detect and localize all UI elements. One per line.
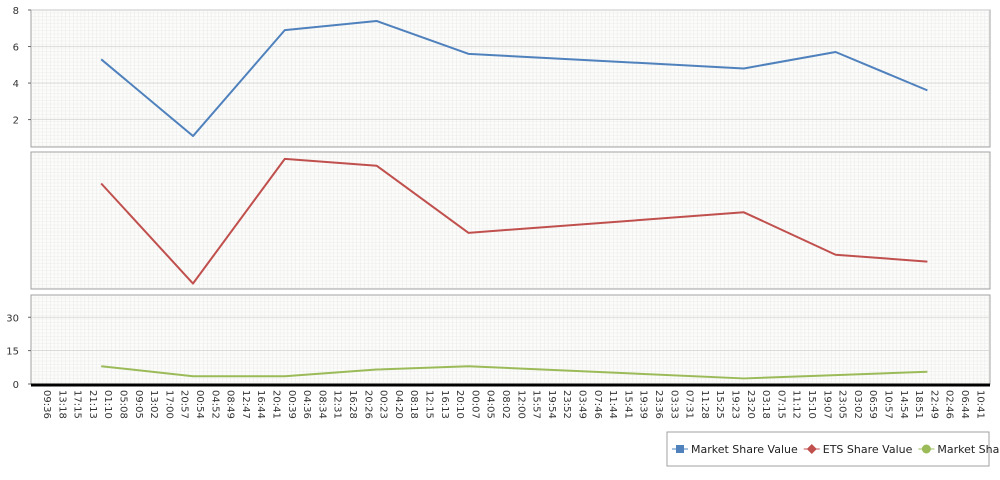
x-tick-label: 20:26 xyxy=(362,390,373,419)
x-tick-label: 19:39 xyxy=(638,390,649,419)
x-tick-label: 11:28 xyxy=(699,390,710,419)
x-tick-label: 10:41 xyxy=(974,390,985,419)
x-tick-label: 12:47 xyxy=(240,390,251,419)
x-tick-label: 08:34 xyxy=(316,390,327,419)
pane-grid xyxy=(32,153,989,289)
x-tick-label: 00:39 xyxy=(286,390,297,419)
x-tick-label: 22:49 xyxy=(928,390,939,419)
x-tick-label: 11:12 xyxy=(791,390,802,419)
x-tick-label: 21:13 xyxy=(87,390,98,419)
y-tick-label: 2 xyxy=(13,116,19,127)
y-tick-label: 15 xyxy=(6,347,19,358)
legend-marker-diamond xyxy=(806,444,817,454)
x-tick-label: 05:08 xyxy=(118,390,129,419)
x-tick-label: 04:36 xyxy=(301,390,312,419)
x-tick-label: 19:07 xyxy=(821,390,832,419)
x-tick-label: 03:33 xyxy=(668,390,679,419)
legend-marker-square xyxy=(676,445,684,453)
series-line-ets-share-value xyxy=(100,157,928,285)
x-tick-label: 23:20 xyxy=(745,390,756,419)
x-tick-label: 20:10 xyxy=(454,390,465,419)
x-tick-label: 15:10 xyxy=(806,390,817,419)
y-tick-label: 0 xyxy=(13,380,19,391)
x-tick-label: 04:20 xyxy=(393,390,404,419)
x-tick-label: 17:00 xyxy=(163,390,174,419)
x-tick-label: 20:57 xyxy=(179,390,190,419)
x-tick-label: 00:07 xyxy=(469,390,480,419)
legend-label: Market Share xyxy=(937,443,1000,456)
x-tick-label: 16:28 xyxy=(347,390,358,419)
x-tick-label: 07:31 xyxy=(684,390,695,419)
series-line-market-share xyxy=(101,365,928,380)
x-tick-label: 16:44 xyxy=(255,390,266,419)
x-tick-label: 14:54 xyxy=(898,390,909,419)
x-tick-label: 00:54 xyxy=(194,390,205,419)
x-tick-label: 12:15 xyxy=(424,390,435,419)
x-tick-label: 06:59 xyxy=(867,390,878,419)
pane-background xyxy=(30,294,991,385)
y-tick-label: 6 xyxy=(13,43,19,54)
x-axis-labels: 09:36 13:18 17:15 21:13 01:10 05:08 09:05 13:02… xyxy=(41,390,985,419)
x-tick-label: 10:57 xyxy=(883,390,894,419)
pane-grid xyxy=(31,296,990,385)
legend: Market Share Value ETS Share Value Market … xyxy=(666,431,1000,467)
x-tick-label: 04:52 xyxy=(209,390,220,419)
legend-box xyxy=(666,431,990,467)
x-tick-label: 03:18 xyxy=(760,390,771,419)
x-tick-label: 15:41 xyxy=(622,390,633,419)
legend-marker-circle xyxy=(921,444,931,454)
x-tick-label: 04:05 xyxy=(485,390,496,419)
x-tick-label: 18:51 xyxy=(913,390,924,419)
x-tick-label: 08:02 xyxy=(500,390,511,419)
x-tick-label: 03:49 xyxy=(577,390,588,419)
x-tick-label: 11:44 xyxy=(607,390,618,419)
x-tick-label: 15:25 xyxy=(714,390,725,419)
x-tick-label: 09:36 xyxy=(41,390,52,419)
x-tick-label: 23:52 xyxy=(561,390,572,419)
x-tick-label: 03:02 xyxy=(852,390,863,419)
x-tick-label: 17:15 xyxy=(72,390,83,419)
chart-pane-2 xyxy=(30,151,991,290)
x-tick-label: 13:18 xyxy=(56,390,67,419)
x-tick-label: 15:57 xyxy=(531,390,542,419)
series-line-market-share-value xyxy=(100,19,928,138)
pane-background xyxy=(30,9,991,148)
x-tick-label: 06:44 xyxy=(959,390,970,419)
x-tick-label: 07:46 xyxy=(592,390,603,419)
x-tick-label: 23:05 xyxy=(837,390,848,419)
y-tick-label: 30 xyxy=(6,313,19,324)
legend-label: ETS Share Value xyxy=(823,443,913,456)
chart-pane-3: 0 15 30 xyxy=(6,294,991,391)
y-tick-label: 8 xyxy=(13,6,19,17)
x-tick-label: 07:15 xyxy=(775,390,786,419)
y-tick-label: 4 xyxy=(13,79,19,90)
x-tick-label: 09:05 xyxy=(133,390,144,419)
x-tick-label: 01:10 xyxy=(102,390,113,419)
x-tick-label: 00:23 xyxy=(378,390,389,419)
x-tick-label: 19:23 xyxy=(730,390,741,419)
chart-pane-1: 2 4 6 8 xyxy=(13,6,991,148)
x-tick-label: 12:00 xyxy=(515,390,526,419)
pane-grid xyxy=(31,9,990,147)
x-tick-label: 02:46 xyxy=(944,390,955,419)
x-tick-label: 08:49 xyxy=(225,390,236,419)
x-tick-label: 08:18 xyxy=(408,390,419,419)
legend-label: Market Share Value xyxy=(691,443,798,456)
x-tick-label: 20:41 xyxy=(271,390,282,419)
x-tick-label: 19:54 xyxy=(546,390,557,419)
pane-background xyxy=(30,151,991,290)
x-tick-label: 12:31 xyxy=(332,390,343,419)
x-tick-label: 23:36 xyxy=(653,390,664,419)
x-tick-label: 13:02 xyxy=(148,390,159,419)
x-tick-label: 16:13 xyxy=(439,390,450,419)
